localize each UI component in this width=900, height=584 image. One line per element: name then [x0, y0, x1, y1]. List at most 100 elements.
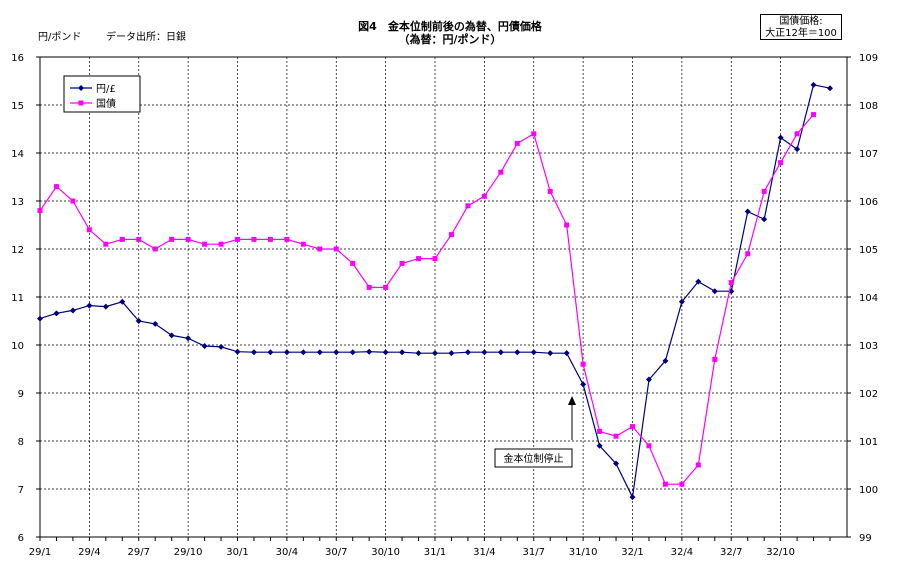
annotation-label: 金本位制停止 [504, 452, 564, 465]
x-tick-label: 32/1 [621, 547, 643, 558]
y2-tick-label: 104 [859, 293, 878, 304]
chart-subtitle: （為替：円/ポンド） [398, 33, 502, 46]
data-point [234, 348, 241, 355]
data-point [333, 246, 339, 252]
right-axis-unit-line2: 大正12年＝100 [765, 28, 837, 39]
data-point [695, 278, 702, 285]
right-axis-ticks: 99 100 101 102 103 104 105 106 107 108 109 [847, 53, 878, 544]
x-tick-label: 31/10 [569, 547, 598, 558]
y-tick-label: 11 [11, 293, 24, 304]
chart-title: 図4 金本位制前後の為替、円債価格 [358, 20, 542, 33]
data-point [86, 302, 93, 309]
data-point [284, 236, 290, 242]
x-tick-label: 32/7 [720, 547, 742, 558]
x-tick-label: 30/10 [371, 547, 400, 558]
data-point [580, 381, 587, 388]
right-axis-unit-box: 国債価格: 大正12年＝100 [760, 14, 842, 40]
data-point [185, 335, 192, 342]
data-point [481, 193, 487, 199]
data-point [152, 246, 158, 252]
legend: 円/£ 国債 [63, 75, 141, 113]
data-point [811, 112, 817, 118]
y2-tick-label: 109 [859, 53, 878, 64]
legend-label: 国債 [96, 97, 116, 110]
x-tick-label: 29/1 [29, 547, 51, 558]
data-point [37, 315, 43, 322]
data-point [794, 131, 800, 137]
data-point [613, 433, 619, 439]
legend-box [63, 75, 141, 113]
data-point [498, 169, 504, 175]
y-tick-label: 8 [18, 437, 24, 448]
data-point [300, 241, 306, 247]
data-point [678, 298, 685, 305]
data-point [350, 260, 356, 266]
data-point [810, 81, 817, 88]
data-point [481, 349, 488, 356]
data-point [152, 320, 159, 327]
data-point [218, 241, 224, 247]
y2-tick-label: 103 [859, 341, 878, 352]
x-tick-label: 32/10 [766, 547, 795, 558]
y-tick-label: 15 [11, 101, 24, 112]
data-point [448, 350, 455, 357]
data-point [267, 349, 274, 356]
x-axis-ticks: 29/1 29/4 29/7 29/10 30/1 30/4 30/7 30/10 31/1 31… [29, 537, 831, 558]
data-point [597, 428, 603, 434]
data-point [497, 349, 504, 356]
x-tick-label: 31/7 [523, 547, 545, 558]
annotation-group: 金本位制停止 [494, 396, 576, 468]
right-axis-unit-line1: 国債価格: [779, 16, 823, 27]
y-tick-label: 16 [11, 53, 24, 64]
data-point [202, 241, 208, 247]
y-tick-label: 14 [11, 149, 24, 160]
data-point [316, 349, 323, 356]
data-point [218, 343, 225, 350]
data-point [135, 318, 142, 324]
data-point [53, 310, 60, 317]
data-point [103, 241, 109, 247]
data-point [383, 284, 389, 290]
y2-tick-label: 105 [859, 245, 878, 256]
data-point [53, 184, 59, 190]
data-point [563, 350, 570, 357]
series-group [37, 81, 833, 501]
legend-marker [78, 100, 84, 106]
data-point [416, 256, 422, 262]
data-point [564, 222, 570, 228]
data-point [333, 349, 340, 356]
data-point [283, 349, 290, 356]
series-line-2 [39, 114, 814, 485]
data-point [169, 236, 175, 242]
data-point [349, 349, 356, 356]
data-point [794, 146, 801, 153]
y-tick-label: 6 [18, 533, 24, 544]
data-point [778, 160, 784, 166]
data-point [399, 260, 405, 266]
data-point [300, 349, 307, 356]
x-tick-label: 32/4 [671, 547, 693, 558]
legend-label: 円/£ [96, 84, 116, 95]
data-point [744, 208, 751, 215]
data-point [448, 232, 454, 238]
y2-tick-label: 100 [859, 485, 878, 496]
data-point [679, 481, 685, 487]
data-point [317, 246, 323, 252]
data-point [547, 350, 554, 357]
data-point [119, 298, 126, 305]
data-point [382, 349, 389, 356]
left-axis-ticks: 6 7 8 9 10 11 12 13 14 15 16 [11, 53, 40, 544]
data-point [514, 349, 521, 356]
annotation-box [494, 448, 573, 468]
data-point [201, 342, 208, 349]
data-point [102, 303, 109, 310]
data-point [235, 236, 240, 242]
data-point [432, 350, 438, 357]
data-point [136, 236, 142, 242]
annotation-arrowhead [568, 396, 576, 405]
data-point [185, 236, 191, 242]
y-tick-label: 12 [11, 245, 24, 256]
data-point [70, 198, 76, 204]
x-tick-label: 31/4 [473, 547, 495, 558]
x-tick-label: 29/10 [174, 547, 203, 558]
